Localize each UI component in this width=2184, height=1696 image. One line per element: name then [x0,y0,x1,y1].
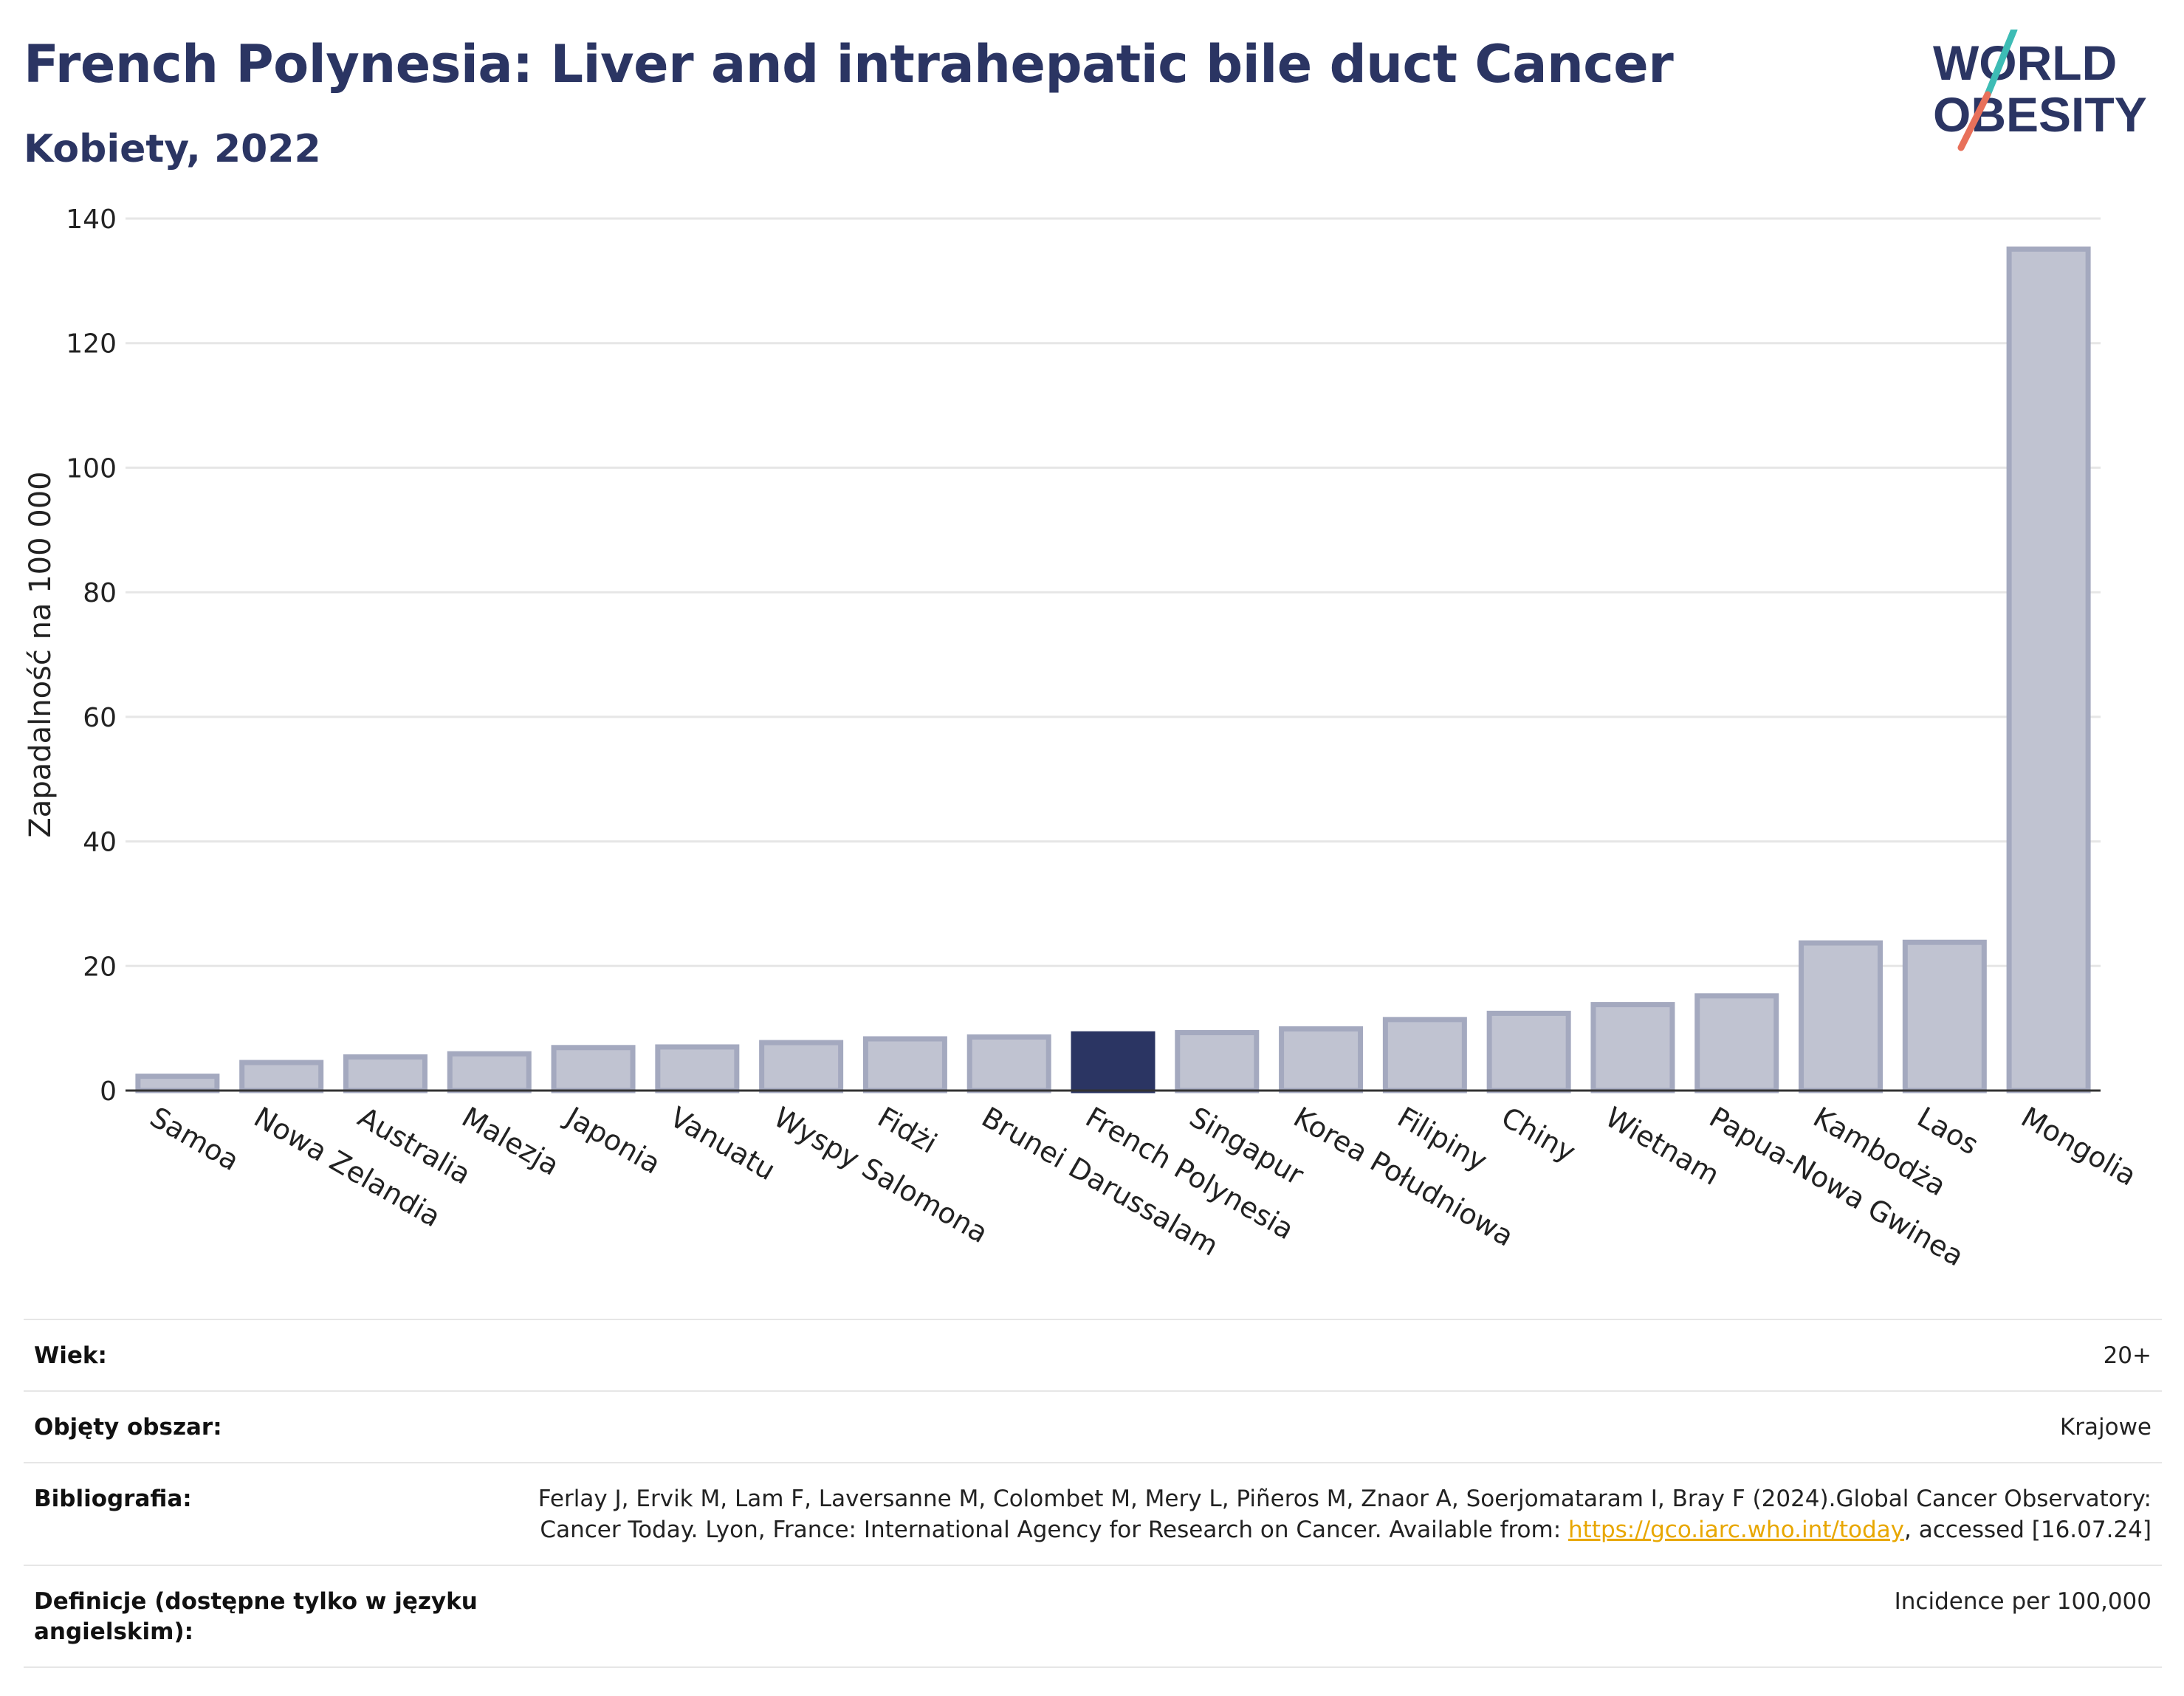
y-tick-label: 140 [66,205,117,235]
bar-chart: 0 20 40 60 80 100 120 140 Samoa Nowa ZelandiaAus… [24,205,2142,1273]
bar-kambodża [1799,940,1883,1094]
bar-wietnam [1590,1002,1675,1094]
meta-key: Bibliografia: [24,1462,502,1565]
x-tick-label: Nowa Zelandia [249,1101,446,1234]
x-tick-label: Chiny [1496,1101,1581,1169]
bar-french-polynesia [1071,1031,1155,1094]
chart-title: French Polynesia: Liver and intrahepatic… [24,34,1674,95]
meta-value: 20+ [502,1318,2162,1392]
x-tick-label: Wietnam [1600,1101,1725,1192]
bar-mongolia [2006,246,2091,1094]
meta-key: Definicje (dostępne tylko w języku angie… [24,1564,502,1669]
meta-value: Incidence per 100,000 [502,1564,2162,1669]
bar-fidżi [862,1036,947,1094]
x-tick-label: Malezja [456,1101,565,1182]
metadata-table: Wiek: 20+ Objęty obszar: Krajowe Bibliog… [24,1318,2162,1669]
logo-line1: WORLD [1933,35,2117,90]
x-tick-label: Fidżi [872,1101,942,1160]
logo-slash-teal [1984,30,2018,98]
bar-samoa [135,1074,220,1094]
gridlines [126,217,2101,967]
y-tick-label: 0 [100,1077,117,1107]
bibliography-text: Ferlay J, Ervik M, Lam F, Laversanne M, … [538,1486,2152,1543]
x-tick-label: Vanuatu [665,1101,781,1187]
world-obesity-logo: WORLD OBESITY [1933,30,2147,151]
bar-chiny [1486,1010,1571,1094]
y-tick-label: 20 [83,952,117,982]
meta-value: Ferlay J, Ervik M, Lam F, Laversanne M, … [502,1462,2162,1565]
bar-singapur [1175,1030,1260,1094]
x-axis-ticks: Samoa Nowa ZelandiaAustraliaMalezjaJaponi… [145,1100,2142,1273]
bar-wyspy-salomona [759,1040,844,1094]
meta-row-bibliography: Bibliografia: Ferlay J, Ervik M, Lam F, … [24,1462,2162,1565]
meta-key: Objęty obszar: [24,1390,502,1463]
bars [135,246,2091,1094]
bar-papua-nowa-gwinea [1694,993,1779,1094]
bar-brunei-darussalam [966,1034,1051,1094]
x-tick-label: Japonia [559,1100,666,1181]
meta-row-coverage: Objęty obszar: Krajowe [24,1390,2162,1463]
bar-korea-południowa [1279,1026,1364,1094]
bar-australia [343,1054,427,1094]
logo-slash-red [1957,91,1991,151]
x-tick-label: Mongolia [2016,1101,2142,1192]
y-axis-label: Zapadalność na 100 000 [24,471,58,837]
x-tick-label: Samoa [145,1101,244,1178]
bar-japonia [551,1045,636,1094]
meta-row-age: Wiek: 20+ [24,1318,2162,1392]
y-axis-ticks: 0 20 40 60 80 100 120 140 [66,205,117,1107]
bar-nowa-zelandia [239,1060,324,1094]
bar-laos [1902,939,1987,1094]
y-tick-label: 100 [66,453,117,484]
y-tick-label: 60 [83,703,117,733]
y-tick-label: 80 [83,578,117,608]
meta-key: Wiek: [24,1318,502,1392]
source-link[interactable]: https://gco.iarc.who.int/today [1568,1516,1904,1543]
bar-malezja [447,1051,532,1094]
bar-vanuatu [655,1044,740,1094]
chart-subtitle: Kobiety, 2022 [24,127,321,171]
bibliography-accessed: , accessed [16.07.24] [1903,1516,2152,1543]
y-tick-label: 40 [83,828,117,858]
y-tick-label: 120 [66,329,117,360]
meta-row-definitions: Definicje (dostępne tylko w języku angie… [24,1564,2162,1669]
x-tick-label: Laos [1912,1101,1984,1161]
meta-value: Krajowe [502,1390,2162,1463]
bar-filipiny [1382,1017,1467,1094]
